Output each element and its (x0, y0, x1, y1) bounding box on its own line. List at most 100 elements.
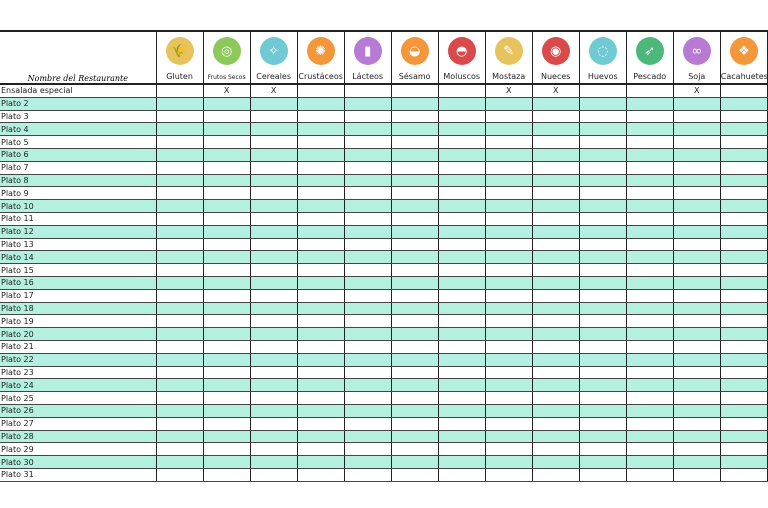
allergen-cell[interactable] (531, 404, 580, 418)
allergen-cell[interactable] (296, 225, 345, 239)
allergen-cell[interactable] (343, 97, 392, 111)
allergen-cell[interactable] (531, 430, 580, 444)
allergen-cell[interactable] (390, 263, 439, 277)
dish-name-cell[interactable]: Plato 22 (0, 353, 157, 367)
allergen-cell[interactable] (531, 340, 580, 354)
allergen-cell[interactable] (578, 366, 627, 380)
allergen-cell[interactable] (202, 199, 251, 213)
allergen-cell[interactable] (437, 250, 486, 265)
allergen-cell[interactable] (625, 276, 674, 290)
allergen-cell[interactable] (531, 250, 580, 265)
allergen-cell[interactable] (625, 442, 674, 457)
allergen-cell[interactable] (202, 238, 251, 252)
allergen-cell[interactable] (296, 366, 345, 380)
allergen-cell[interactable] (343, 148, 392, 162)
dish-name-cell[interactable]: Plato 13 (0, 238, 157, 252)
allergen-cell[interactable] (578, 212, 627, 226)
allergen-cell[interactable] (625, 455, 674, 469)
allergen-cell[interactable] (390, 455, 439, 469)
allergen-cell[interactable] (531, 327, 580, 341)
allergen-cell[interactable] (531, 302, 580, 316)
allergen-cell[interactable] (719, 404, 768, 418)
allergen-cell[interactable] (672, 404, 721, 418)
allergen-cell[interactable] (578, 97, 627, 111)
dish-name-cell[interactable]: Plato 10 (0, 199, 157, 213)
allergen-cell[interactable] (155, 263, 204, 277)
allergen-cell[interactable] (437, 199, 486, 213)
allergen-cell[interactable] (202, 302, 251, 316)
allergen-cell[interactable] (202, 174, 251, 188)
allergen-cell[interactable] (672, 161, 721, 175)
allergen-cell[interactable] (249, 302, 298, 316)
allergen-cell[interactable] (343, 327, 392, 341)
allergen-cell[interactable] (155, 225, 204, 239)
dish-name-cell[interactable]: Plato 8 (0, 174, 157, 188)
allergen-cell[interactable] (155, 366, 204, 380)
dish-name-cell[interactable]: Plato 11 (0, 212, 157, 226)
allergen-cell[interactable] (531, 122, 580, 137)
allergen-cell[interactable] (249, 199, 298, 213)
allergen-cell[interactable] (484, 468, 533, 482)
allergen-cell[interactable] (625, 97, 674, 111)
allergen-cell[interactable] (719, 212, 768, 226)
allergen-cell[interactable] (249, 225, 298, 239)
allergen-cell[interactable] (484, 199, 533, 213)
allergen-cell[interactable] (249, 378, 298, 393)
allergen-cell[interactable] (578, 174, 627, 188)
allergen-cell[interactable] (296, 391, 345, 405)
allergen-cell[interactable] (390, 353, 439, 367)
allergen-cell[interactable] (249, 97, 298, 111)
allergen-cell[interactable] (437, 276, 486, 290)
allergen-cell[interactable] (578, 148, 627, 162)
allergen-cell[interactable] (719, 430, 768, 444)
allergen-cell[interactable] (625, 238, 674, 252)
allergen-cell[interactable] (343, 417, 392, 431)
allergen-cell[interactable] (437, 212, 486, 226)
allergen-cell[interactable] (249, 417, 298, 431)
allergen-cell[interactable] (155, 468, 204, 482)
allergen-cell[interactable] (390, 468, 439, 482)
allergen-cell[interactable] (625, 366, 674, 380)
allergen-cell[interactable] (343, 378, 392, 393)
allergen-cell[interactable] (390, 289, 439, 303)
allergen-cell[interactable] (390, 212, 439, 226)
allergen-cell[interactable] (343, 430, 392, 444)
allergen-cell[interactable] (484, 302, 533, 316)
allergen-cell[interactable] (719, 174, 768, 188)
allergen-cell[interactable] (578, 110, 627, 124)
allergen-cell[interactable] (249, 186, 298, 201)
allergen-cell[interactable] (296, 186, 345, 201)
allergen-cell[interactable] (672, 366, 721, 380)
allergen-cell[interactable] (296, 135, 345, 149)
allergen-cell[interactable] (390, 174, 439, 188)
allergen-cell[interactable] (343, 314, 392, 329)
allergen-cell[interactable] (484, 430, 533, 444)
allergen-cell[interactable] (484, 353, 533, 367)
allergen-cell[interactable] (249, 404, 298, 418)
allergen-cell[interactable] (296, 122, 345, 137)
allergen-cell[interactable] (390, 327, 439, 341)
dish-name-cell[interactable]: Plato 25 (0, 391, 157, 405)
allergen-cell[interactable] (578, 455, 627, 469)
allergen-cell[interactable] (202, 327, 251, 341)
allergen-cell[interactable]: X (531, 84, 580, 98)
allergen-cell[interactable] (202, 468, 251, 482)
allergen-cell[interactable] (296, 263, 345, 277)
allergen-cell[interactable] (437, 135, 486, 149)
allergen-cell[interactable] (672, 468, 721, 482)
allergen-cell[interactable] (437, 110, 486, 124)
allergen-cell[interactable] (484, 212, 533, 226)
allergen-cell[interactable] (343, 366, 392, 380)
allergen-cell[interactable] (719, 161, 768, 175)
allergen-cell[interactable] (202, 161, 251, 175)
allergen-cell[interactable] (719, 238, 768, 252)
allergen-cell[interactable] (390, 417, 439, 431)
dish-name-cell[interactable]: Plato 31 (0, 468, 157, 482)
allergen-cell[interactable] (249, 122, 298, 137)
allergen-cell[interactable] (531, 276, 580, 290)
allergen-cell[interactable] (249, 238, 298, 252)
allergen-cell[interactable] (719, 417, 768, 431)
allergen-cell[interactable] (155, 417, 204, 431)
allergen-cell[interactable] (390, 148, 439, 162)
allergen-cell[interactable] (249, 263, 298, 277)
